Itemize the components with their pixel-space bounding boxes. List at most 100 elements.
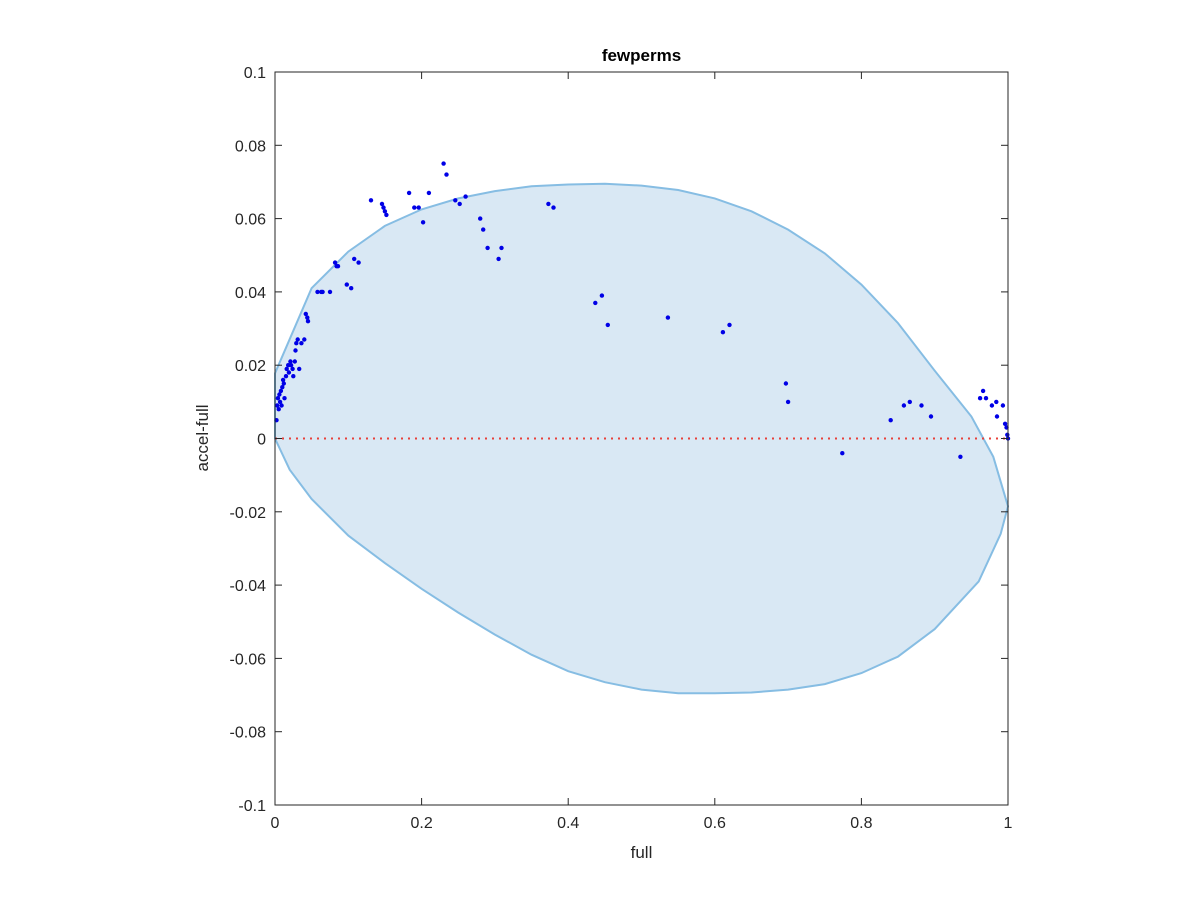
data-point bbox=[344, 282, 349, 287]
data-point bbox=[384, 212, 389, 218]
data-point bbox=[290, 366, 295, 372]
data-points bbox=[274, 161, 1011, 459]
data-point bbox=[305, 319, 311, 324]
data-point bbox=[305, 315, 310, 320]
x-tick-label: 0.6 bbox=[704, 815, 726, 832]
ellipse-region bbox=[274, 182, 1010, 695]
data-point bbox=[276, 407, 281, 412]
y-tick-label: -0.04 bbox=[230, 578, 267, 595]
data-point bbox=[302, 337, 307, 342]
y-tick-label: 0.02 bbox=[235, 358, 266, 375]
data-point bbox=[457, 201, 462, 207]
data-point bbox=[546, 201, 551, 207]
y-ticks: -0.1 -0.08 -0.06 -0.04 -0.02 0 0.02 0.04 0.06 0.0… bbox=[230, 65, 1008, 815]
data-point bbox=[888, 418, 893, 423]
data-point bbox=[1002, 421, 1008, 426]
data-point bbox=[1000, 403, 1006, 408]
x-axis-label: full bbox=[631, 843, 653, 862]
data-point bbox=[901, 403, 907, 408]
data-point bbox=[291, 374, 296, 379]
y-tick-label: -0.06 bbox=[230, 651, 267, 668]
data-point bbox=[481, 227, 486, 232]
data-point bbox=[994, 414, 1000, 419]
data-point bbox=[441, 161, 446, 166]
data-point bbox=[382, 209, 388, 214]
data-point bbox=[983, 396, 989, 401]
y-tick-label: -0.02 bbox=[230, 505, 267, 522]
x-tick-label: 0.2 bbox=[410, 815, 432, 832]
data-point bbox=[335, 264, 341, 269]
data-point bbox=[299, 341, 304, 346]
x-tick-label: 0.4 bbox=[557, 815, 579, 832]
data-point bbox=[284, 366, 289, 372]
data-point bbox=[463, 194, 468, 199]
data-point bbox=[288, 359, 293, 364]
y-tick-label: -0.1 bbox=[238, 798, 266, 815]
data-point bbox=[275, 403, 280, 408]
data-point bbox=[412, 205, 417, 210]
data-point bbox=[994, 399, 999, 405]
data-point bbox=[278, 388, 284, 394]
data-point bbox=[551, 205, 556, 210]
y-tick-label: 0.08 bbox=[235, 138, 266, 155]
data-point bbox=[293, 348, 298, 353]
y-tick-label: 0.06 bbox=[235, 212, 266, 229]
data-point bbox=[599, 293, 605, 298]
data-point bbox=[977, 396, 983, 401]
y-tick-label: -0.08 bbox=[230, 725, 267, 742]
y-tick-label: 0 bbox=[257, 432, 266, 449]
data-point bbox=[907, 399, 912, 405]
data-point bbox=[444, 172, 449, 177]
data-point bbox=[478, 216, 483, 221]
data-point bbox=[919, 403, 924, 408]
data-point bbox=[315, 289, 320, 295]
data-point bbox=[327, 289, 333, 295]
data-point bbox=[785, 399, 791, 405]
data-point bbox=[282, 396, 287, 401]
data-point bbox=[275, 396, 281, 401]
data-point bbox=[453, 198, 458, 203]
data-point bbox=[989, 403, 995, 408]
data-point bbox=[783, 381, 789, 386]
data-point bbox=[1005, 432, 1010, 437]
data-point bbox=[665, 315, 671, 320]
data-point bbox=[320, 289, 325, 295]
data-point bbox=[297, 366, 302, 372]
data-point bbox=[496, 256, 501, 262]
y-tick-label: 0.04 bbox=[235, 285, 266, 302]
data-point bbox=[485, 245, 490, 251]
data-point bbox=[958, 454, 963, 459]
x-tick-label: 1 bbox=[1004, 815, 1013, 832]
data-point bbox=[379, 201, 385, 207]
data-point bbox=[294, 341, 299, 346]
data-point bbox=[303, 311, 308, 317]
data-point bbox=[593, 300, 598, 306]
data-point bbox=[605, 322, 610, 328]
data-point bbox=[349, 286, 354, 291]
data-point bbox=[368, 198, 374, 203]
data-point bbox=[332, 260, 338, 265]
data-point bbox=[280, 377, 286, 383]
data-point bbox=[381, 205, 386, 210]
data-point bbox=[286, 370, 292, 375]
y-tick-label: 0.1 bbox=[244, 65, 266, 82]
x-ticks: 0 0.2 0.4 0.6 0.8 1 bbox=[271, 72, 1013, 832]
data-point bbox=[352, 256, 357, 262]
y-axis-label: accel-full bbox=[193, 404, 212, 471]
data-point bbox=[420, 220, 426, 225]
chart-title: fewperms bbox=[602, 46, 681, 65]
data-point bbox=[283, 374, 289, 379]
data-point bbox=[281, 381, 286, 386]
data-point bbox=[277, 392, 282, 397]
data-point bbox=[280, 385, 285, 390]
data-point bbox=[406, 190, 412, 196]
data-point bbox=[277, 399, 283, 405]
data-point bbox=[980, 388, 986, 394]
data-point bbox=[295, 337, 300, 342]
data-point bbox=[279, 403, 284, 408]
data-point bbox=[288, 363, 294, 368]
data-point bbox=[720, 330, 726, 335]
data-point bbox=[840, 451, 845, 456]
